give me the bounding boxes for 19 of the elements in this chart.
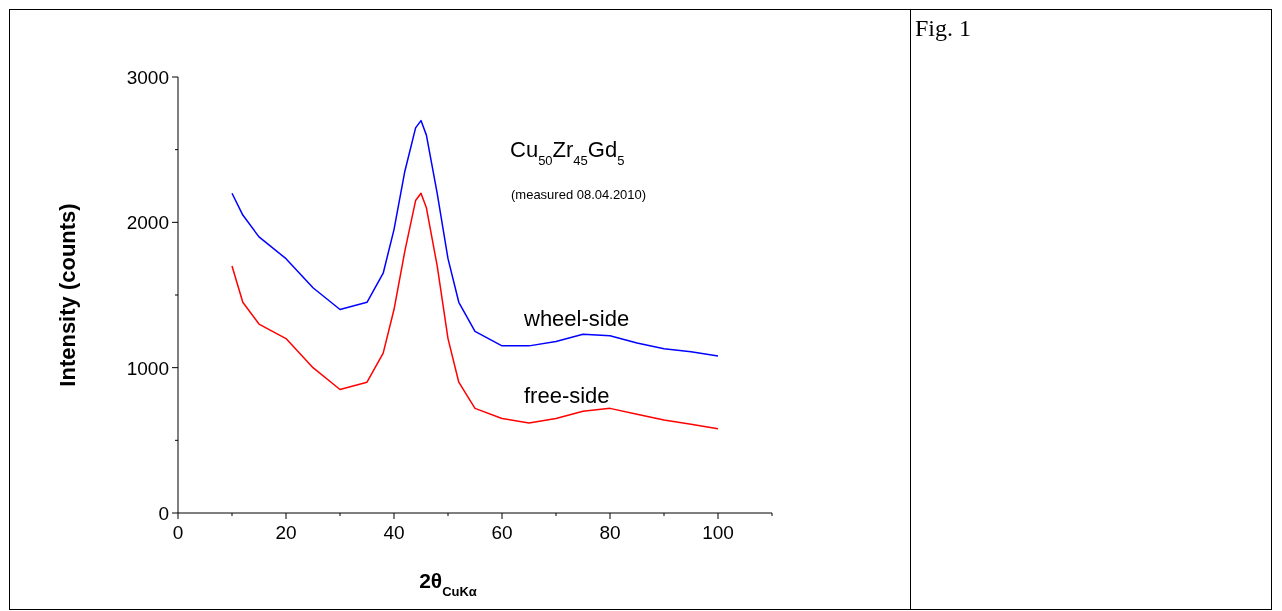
annotation: (measured 08.04.2010) — [511, 187, 647, 202]
line-series — [231, 119, 719, 357]
annotation: Cu$_{50}$Zr$_{45}$Gd$_{5}$ — [510, 137, 625, 168]
line-series — [231, 192, 719, 430]
x-tick-label: 40 — [383, 522, 405, 543]
y-axis-title: Intensity (counts) — [55, 203, 80, 387]
series-label: wheel-side — [523, 305, 630, 331]
caption: Fig. 1 — [915, 15, 972, 41]
series-label: free-side — [524, 382, 610, 408]
x-tick-label: 100 — [702, 522, 734, 543]
y-tick-label: 0 — [158, 503, 169, 524]
x-tick-label: 60 — [491, 522, 513, 543]
x-tick-label: 20 — [275, 522, 297, 543]
y-tick-label: 1000 — [126, 357, 169, 379]
x-tick-label: 0 — [172, 522, 184, 543]
x-axis-title: 2θ$_{CuKα}$ — [419, 569, 477, 599]
y-tick-label: 2000 — [126, 212, 169, 234]
y-tick-label: 3000 — [126, 67, 169, 88]
x-tick-label: 80 — [599, 522, 621, 543]
